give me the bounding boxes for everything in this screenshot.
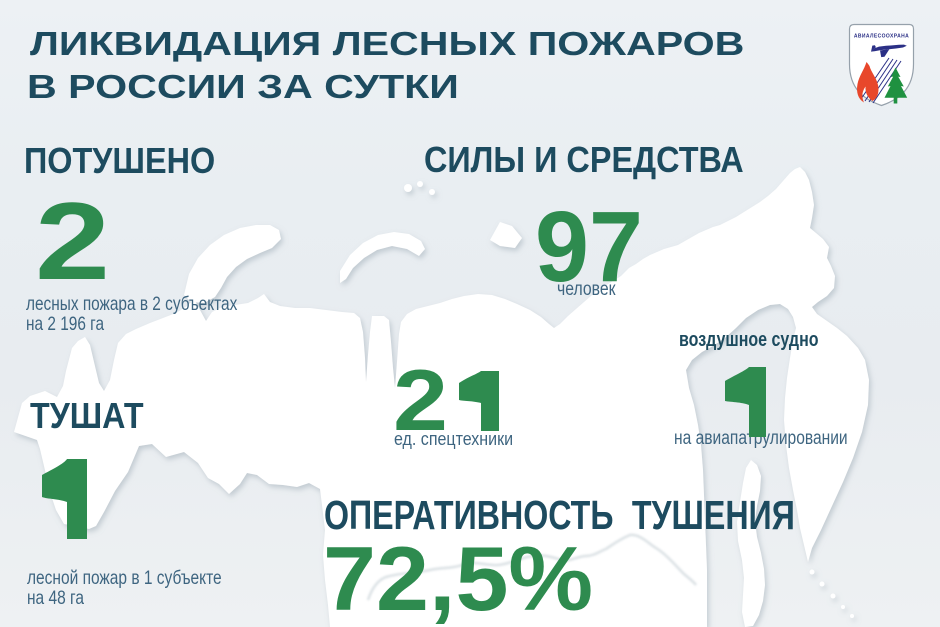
svg-text:АВИАЛЕСООХРАНА: АВИАЛЕСООХРАНА: [854, 34, 909, 40]
